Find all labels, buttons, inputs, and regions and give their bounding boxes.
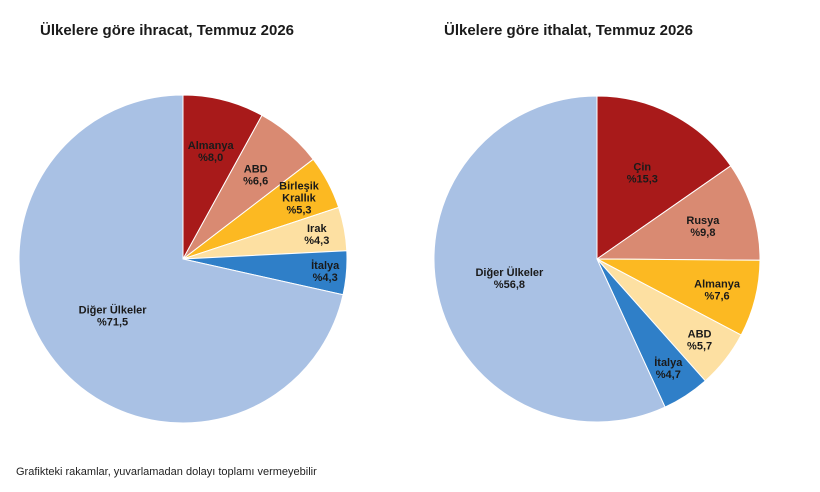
import-slice-label-1: Rusya %9,8 [686,215,720,239]
import-slice-5 [433,95,666,423]
import-slice-label-4: İtalya %4,7 [654,356,683,381]
export-chart-title: Ülkelere göre ihracat, Temmuz 2026 [40,22,295,39]
export-slice-label-5: Diğer Ülkeler %71,5 [79,303,148,328]
export-slice-label-1: ABD %6,6 [243,163,268,187]
import-slice-label-5: Diğer Ülkeler %56,8 [475,266,544,291]
import-slice-label-2: Almanya %7,6 [694,278,741,302]
footnote: Grafikteki rakamlar, yuvarlamadan dolayı… [16,466,317,478]
import-slice-1 [595,165,761,261]
import-chart-title: Ülkelere göre ithalat, Temmuz 2026 [444,22,693,39]
import-slice-label-3: ABD %5,7 [687,329,712,353]
export-slice-label-3: Irak %4,3 [304,223,329,247]
export-slice-label-0: Almanya %8,0 [188,140,235,164]
export-slice-label-4: İtalya %4,3 [311,259,340,284]
import-slice-label-0: Çin %15,3 [627,161,658,185]
export-slice-5 [18,94,344,424]
import-slice-0 [596,95,732,260]
export-slice-label-2: Birleşik Krallık %5,3 [279,181,320,217]
